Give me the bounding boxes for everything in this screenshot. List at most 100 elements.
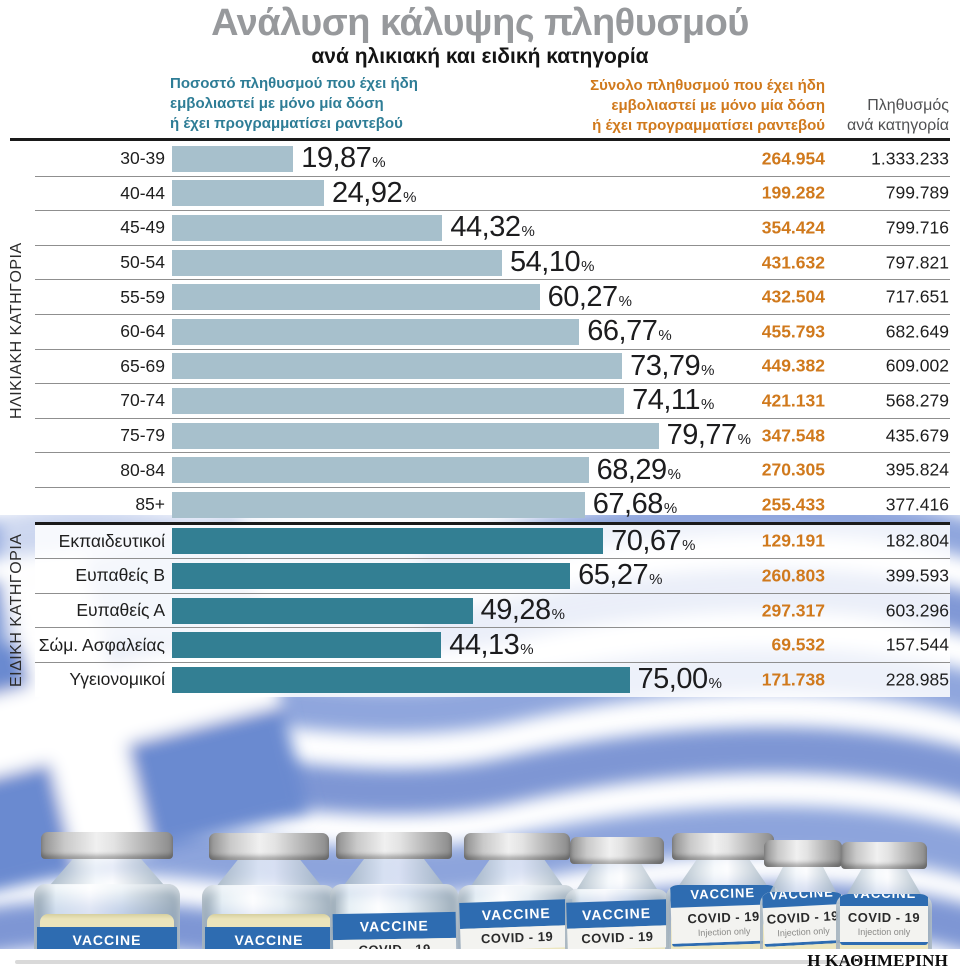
population-value: 228.985 [885, 669, 949, 690]
bar-track: 60,27% [172, 281, 950, 313]
percent-bar [172, 422, 659, 449]
percent-bar [172, 145, 294, 172]
percent-sign: % [551, 606, 566, 624]
table-row: Σώμ. Ασφαλείας 44,13% 69.532 157.544 [35, 628, 950, 663]
percent-sign: % [372, 154, 386, 172]
percent-label: 19,87% [301, 142, 385, 175]
percent-sign: % [663, 500, 678, 518]
bar-track: 67,68% [172, 488, 950, 520]
percent-label: 79,77% [667, 419, 751, 452]
table-row: 65-69 73,79% 449.382 609.002 [35, 350, 950, 385]
row-label: Σώμ. Ασφαλείας [38, 634, 165, 655]
population-value: 799.789 [885, 182, 949, 203]
percent-bar [172, 284, 540, 311]
page-title: Ανάλυση κάλυψης πληθυσμού [211, 2, 749, 44]
percent-sign: % [682, 536, 696, 554]
column-header-population-line: Πληθυσμός [867, 97, 949, 114]
total-vaccinated-value: 255.433 [761, 494, 825, 515]
row-label: Υγειονομικοί [69, 669, 165, 690]
percent-value: 79,77 [666, 419, 738, 452]
table-row: 45-49 44,32% 354.424 799.716 [35, 211, 950, 246]
bar-track: 44,13% [172, 629, 950, 661]
row-label: 70-74 [120, 390, 165, 411]
percent-bar [172, 632, 442, 659]
percent-label: 68,29% [597, 454, 681, 487]
total-vaccinated-value: 432.504 [761, 286, 825, 307]
percent-value: 73,79 [630, 349, 701, 382]
column-header-total-line: ή έχει προγραμματίσει ραντεβού [592, 117, 825, 134]
percent-label: 60,27% [548, 281, 632, 314]
percent-value: 19,87 [301, 142, 372, 175]
total-vaccinated-value: 354.424 [761, 217, 825, 238]
table-row: 60-64 66,77% 455.793 682.649 [35, 315, 950, 350]
total-vaccinated-value: 171.738 [761, 669, 825, 690]
special-category-section: Εκπαιδευτικοί 70,67% 129.191 182.804 Ευπαθεί… [35, 521, 950, 697]
bar-track: 44,32% [172, 211, 950, 243]
row-label: Ευπαθείς Α [76, 600, 165, 621]
population-value: 377.416 [885, 494, 949, 515]
percent-label: 24,92% [332, 177, 416, 210]
population-value: 799.716 [885, 217, 949, 238]
percent-sign: % [618, 292, 633, 310]
percent-label: 66,77% [587, 315, 671, 348]
total-vaccinated-value: 449.382 [761, 355, 825, 376]
row-label: Εκπαιδευτικοί [58, 530, 165, 551]
percent-bar [172, 180, 324, 207]
bar-track: 75,00% [172, 663, 950, 695]
percent-bar [172, 597, 473, 624]
column-header-percent-line: εμβολιαστεί με μόνο μία δόση [170, 95, 384, 112]
total-vaccinated-value: 69.532 [771, 634, 825, 655]
population-value: 568.279 [885, 390, 949, 411]
section-label-age: ΗΛΙΚΙΑΚΗ ΚΑΤΗΓΟΡΙΑ [8, 242, 25, 419]
percent-bar [172, 491, 585, 518]
total-vaccinated-value: 421.131 [761, 390, 825, 411]
percent-label: 44,13% [449, 629, 533, 662]
percent-label: 54,10% [510, 246, 594, 279]
row-label: 75-79 [120, 425, 165, 446]
row-label: 40-44 [120, 182, 165, 203]
table-row: 40-44 24,92% 199.282 799.789 [35, 177, 950, 212]
table-row: Ευπαθείς Α 49,28% 297.317 603.296 [35, 593, 950, 629]
percent-label: 65,27% [578, 559, 662, 592]
bar-track: 73,79% [172, 350, 950, 382]
percent-label: 75,00% [638, 663, 722, 696]
table-row: 85+ 67,68% 255.433 377.416 [35, 488, 950, 522]
percent-label: 49,28% [481, 594, 565, 627]
percent-sign: % [701, 361, 715, 379]
row-label: 65-69 [120, 355, 165, 376]
total-vaccinated-value: 260.803 [761, 565, 825, 586]
population-value: 435.679 [885, 425, 949, 446]
total-vaccinated-value: 455.793 [761, 321, 825, 342]
percent-sign: % [737, 431, 752, 449]
percent-value: 67,68 [592, 488, 664, 521]
percent-bar [172, 214, 443, 241]
table-row: 50-54 54,10% 431.632 797.821 [35, 246, 950, 281]
percent-value: 24,92 [332, 176, 403, 209]
percent-sign: % [520, 640, 534, 658]
table-row: 30-39 19,87% 264.954 1.333.233 [35, 142, 950, 177]
total-vaccinated-value: 347.548 [761, 425, 825, 446]
header-divider [10, 138, 950, 141]
column-header-population: Πληθυσμός ανά κατηγορία [847, 96, 949, 136]
percent-bar [172, 353, 623, 380]
bar-track: 19,87% [172, 142, 950, 174]
row-label: 50-54 [120, 252, 165, 273]
percent-sign: % [658, 327, 672, 345]
column-header-percent: Ποσοστό πληθυσμού που έχει ήδη εμβολιαστ… [170, 74, 418, 134]
column-header-percent-line: Ποσοστό πληθυσμού που έχει ήδη [170, 75, 418, 92]
percent-bar [172, 318, 580, 345]
footer-divider [15, 960, 848, 964]
percent-value: 44,32 [450, 211, 521, 244]
total-vaccinated-value: 270.305 [761, 459, 825, 480]
bar-track: 68,29% [172, 454, 950, 486]
table-row: Ευπαθείς Β 65,27% 260.803 399.593 [35, 559, 950, 594]
percent-bar [172, 387, 625, 414]
percent-value: 70,67 [611, 524, 682, 557]
column-header-total-line: εμβολιαστεί με μόνο μία δόση [611, 97, 825, 114]
total-vaccinated-value: 264.954 [761, 148, 825, 169]
percent-bar [172, 249, 502, 276]
percent-label: 70,67% [611, 525, 695, 558]
total-vaccinated-value: 129.191 [761, 530, 825, 551]
row-label: 55-59 [120, 286, 165, 307]
age-category-section: 30-39 19,87% 264.954 1.333.233 40-44 24,92% 19… [35, 142, 950, 522]
